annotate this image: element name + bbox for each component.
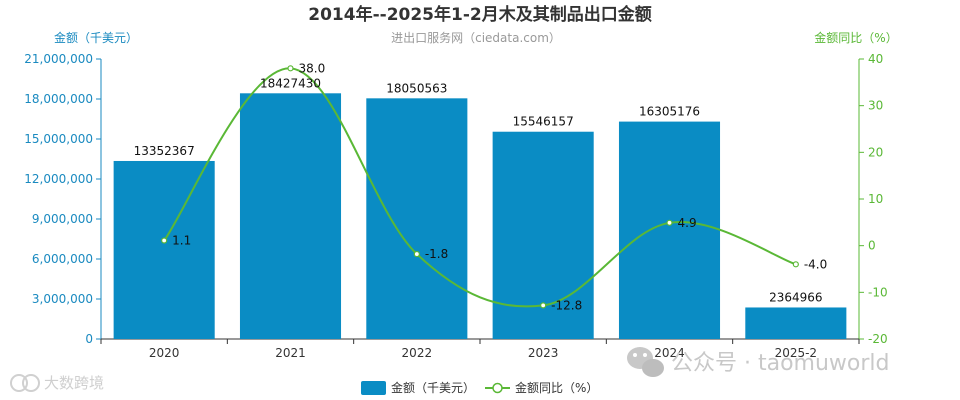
y-left-tick-label: 9,000,000 [32,212,93,226]
yoy-point [540,302,547,309]
y-right-tick-label: 0 [868,239,876,253]
line-group [161,65,799,309]
chart-title: 2014年--2025年1-2月木及其制品出口金额 [308,4,651,25]
legend-label-amount: 金额（千美元） [391,380,475,395]
brand-logo-icon [10,374,40,392]
y-left-tick-label: 21,000,000 [24,52,93,66]
y-right-tick-label: 30 [868,99,883,113]
yoy-point [413,250,420,258]
y-left-tick-label: 18,000,000 [24,92,93,106]
y-right-axis-label: 金额同比（%） [814,30,897,45]
y-right-tick-label: 20 [868,145,883,159]
y-left-tick-label: 0 [85,332,93,346]
yoy-data-label: 1.1 [172,234,191,248]
bars-group [113,93,847,339]
bar [366,98,468,339]
yoy-point [792,261,799,268]
yoy-data-label: 4.9 [678,216,697,230]
y-left-tick-label: 3,000,000 [32,292,93,306]
bar [618,121,721,339]
y-left-tick-label: 15,000,000 [24,132,93,146]
bar [113,160,215,339]
watermark-left-text: 大数跨境 [44,374,104,392]
bar-data-label: 18427430 [260,76,321,90]
x-tick-label: 2020 [149,346,180,360]
bar-data-label: 2364966 [769,290,822,304]
yoy-data-label: -4.0 [804,257,827,271]
legend-label-yoy: 金额同比（%） [515,380,598,395]
y-right-tick-label: -10 [868,285,888,299]
bar-data-label: 18050563 [386,81,447,95]
watermark-text: 公众号 · taomuworld [671,351,890,376]
legend-swatch-yoy-marker [492,382,503,394]
bar [745,307,847,339]
x-tick-label: 2021 [275,346,306,360]
x-tick-label: 2024 [654,346,685,360]
y-left-axis-label: 金额（千美元） [54,30,138,45]
legend-swatch-amount [361,381,386,395]
bar-data-label: 13352367 [134,144,195,158]
bar-data-label: 15546157 [513,115,574,129]
watermark-left: 大数跨境 [10,374,104,392]
bar-data-label: 16305176 [639,105,700,119]
x-tick-label: 2025-2 [775,346,818,360]
y-left-tick-label: 12,000,000 [24,172,93,186]
yoy-point [666,219,673,226]
yoy-data-label: 38.0 [299,61,326,75]
yoy-data-label: -12.8 [551,298,582,312]
wechat-icon [627,347,664,377]
yoy-point [287,65,294,72]
y-right-tick-label: -20 [868,332,888,346]
bar [239,93,342,339]
yoy-data-label: -1.8 [425,247,448,261]
y-left-tick-label: 6,000,000 [32,252,93,266]
legend[interactable]: 金额（千美元） 金额同比（%） [361,380,598,395]
x-tick-label: 2023 [528,346,559,360]
x-tick-label: 2022 [402,346,433,360]
chart-subtitle: 进出口服务网（ciedata.com） [391,30,561,45]
y-right-tick-label: 10 [868,192,883,206]
legend-item-yoy[interactable]: 金额同比（%） [485,380,598,395]
watermark-right: 公众号 · taomuworld [627,347,890,377]
yoy-point [161,237,168,244]
legend-item-amount[interactable]: 金额（千美元） [361,380,475,395]
data-labels-group: 13352367 18427430 18050563 15546157 16305176… [134,61,828,312]
axes-group: 0 3,000,000 6,000,000 9,000,000 12,000,000 15… [24,52,887,360]
y-right-tick-label: 40 [868,52,883,66]
